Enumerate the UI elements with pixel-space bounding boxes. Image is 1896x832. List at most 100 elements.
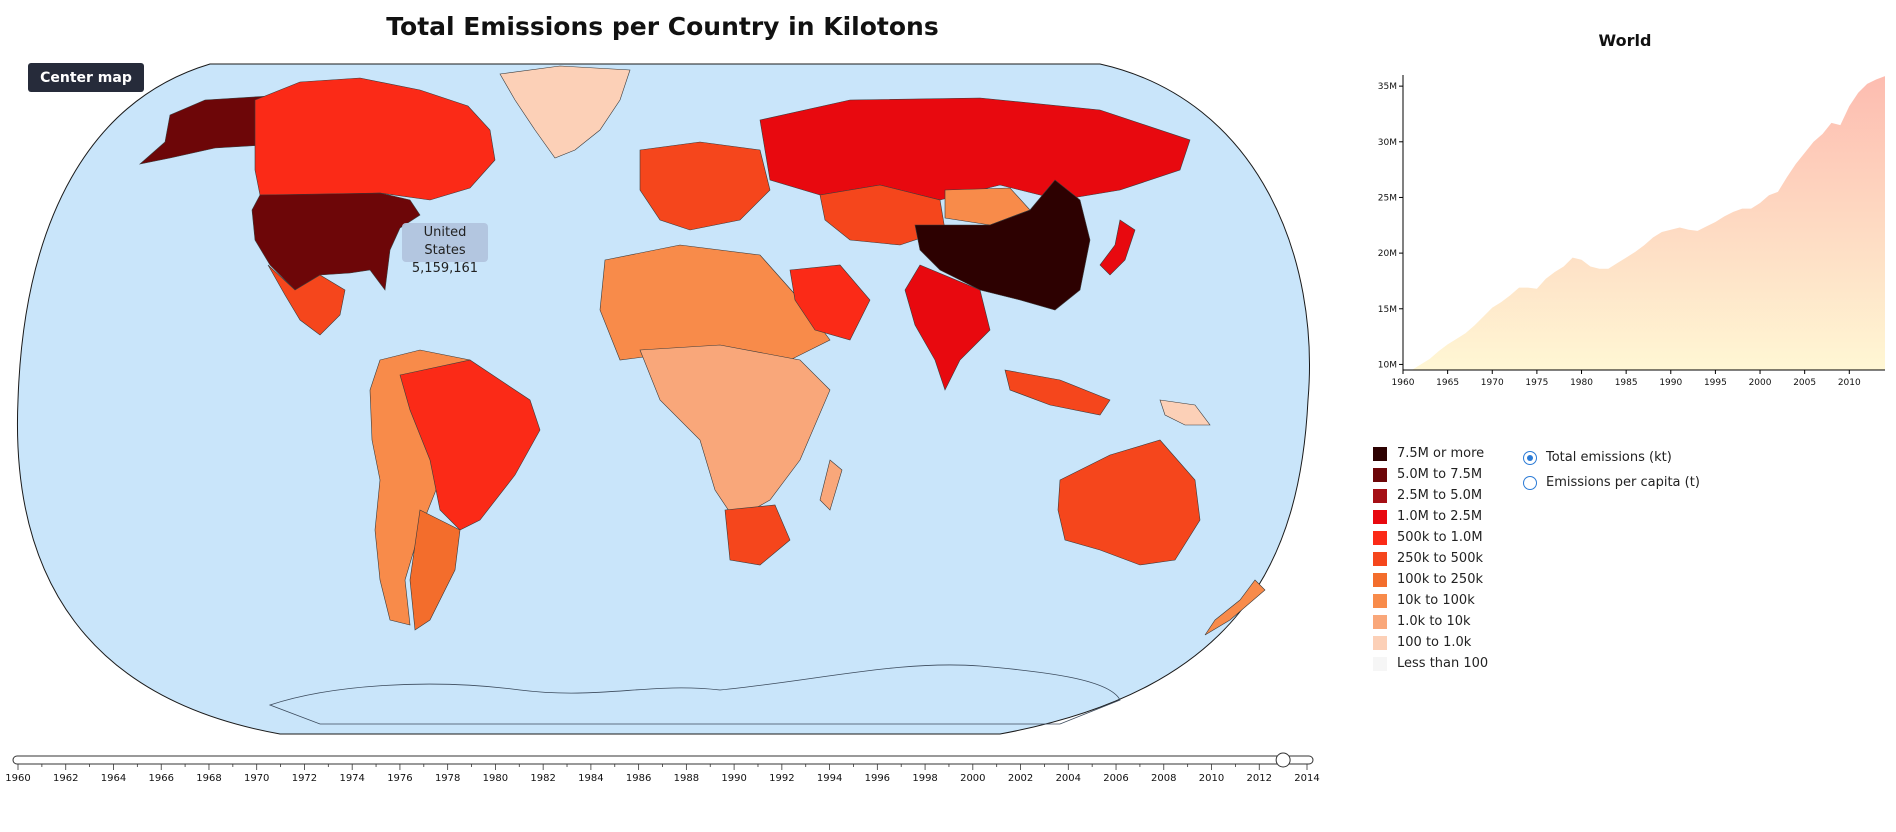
center-map-button[interactable]: Center map xyxy=(28,63,144,92)
country-china[interactable] xyxy=(914,179,1091,311)
legend-item: 500k to 1.0M xyxy=(1373,527,1488,548)
legend-item: 2.5M to 5.0M xyxy=(1373,485,1488,506)
slider-tick-label: 1966 xyxy=(148,773,173,784)
chart-y-tick-label: 25M xyxy=(1378,193,1397,203)
legend-label: 5.0M to 7.5M xyxy=(1397,467,1483,482)
chart-title: World xyxy=(1599,31,1652,50)
region-africa-north[interactable] xyxy=(599,244,831,361)
legend: 7.5M or more 5.0M to 7.5M 2.5M to 5.0M 1.0M… xyxy=(1373,443,1488,674)
radio-button-icon[interactable] xyxy=(1523,475,1537,490)
legend-label: 500k to 1.0M xyxy=(1397,530,1483,545)
slider-tick-label: 1984 xyxy=(578,773,603,784)
slider-tick-label: 1982 xyxy=(530,773,555,784)
legend-item: 100k to 250k xyxy=(1373,569,1488,590)
country-australia[interactable] xyxy=(1057,439,1201,566)
country-saudi-arabia[interactable] xyxy=(789,264,871,341)
tooltip-country: United States xyxy=(423,225,467,258)
chart-x-ticks: 1960 1965 1970 1975 1980 1985 1990 1995 2000 2005… xyxy=(1392,370,1861,388)
legend-item: 5.0M to 7.5M xyxy=(1373,464,1488,485)
legend-label: 1.0M to 2.5M xyxy=(1397,509,1483,524)
legend-label: 2.5M to 5.0M xyxy=(1397,488,1483,503)
country-south-africa[interactable] xyxy=(724,504,791,566)
country-madagascar[interactable] xyxy=(819,459,843,511)
slider-tick-label: 1988 xyxy=(674,773,699,784)
region-africa-central[interactable] xyxy=(639,344,831,521)
chart-x-tick-label: 2010 xyxy=(1838,378,1861,388)
legend-swatch xyxy=(1373,593,1387,608)
country-greenland[interactable] xyxy=(499,65,631,159)
legend-item: 10k to 100k xyxy=(1373,590,1488,611)
slider-tick-label: 2010 xyxy=(1199,773,1224,784)
slider-track[interactable] xyxy=(12,755,1314,765)
country-alaska[interactable] xyxy=(138,95,283,165)
legend-item: 100 to 1.0k xyxy=(1373,632,1488,653)
legend-label: 250k to 500k xyxy=(1397,551,1483,566)
country-papua-new-guinea[interactable] xyxy=(1159,399,1211,426)
slider-tick-label: 2002 xyxy=(1008,773,1033,784)
world-map[interactable] xyxy=(0,60,1325,740)
chart-y-ticks: 10M 15M 20M 25M 30M 35M xyxy=(1378,82,1403,370)
metric-radio-group[interactable]: Total emissions (kt) Emissions per capita… xyxy=(1523,445,1700,495)
legend-label: 7.5M or more xyxy=(1397,446,1485,461)
slider-tick-label: 1976 xyxy=(387,773,412,784)
chart-x-tick-label: 2005 xyxy=(1793,378,1816,388)
legend-item: 1.0M to 2.5M xyxy=(1373,506,1488,527)
radio-total-emissions[interactable]: Total emissions (kt) xyxy=(1523,445,1700,470)
legend-swatch xyxy=(1373,572,1387,587)
world-emissions-chart: World 10M 15M 20M 25M 30M 35M 1960 1965 1970 197… xyxy=(1378,31,1885,388)
country-brazil[interactable] xyxy=(399,359,541,531)
country-united-states[interactable] xyxy=(251,192,421,291)
chart-x-tick-label: 1975 xyxy=(1525,378,1548,388)
slider-tick-label: 1986 xyxy=(626,773,651,784)
slider-tick-label: 1994 xyxy=(817,773,842,784)
slider-tick-label: 1964 xyxy=(101,773,126,784)
chart-x-tick-label: 1965 xyxy=(1436,378,1459,388)
country-argentina[interactable] xyxy=(409,509,461,631)
tooltip-value: 5,159,161 xyxy=(411,261,479,276)
chart-y-tick-label: 30M xyxy=(1378,138,1397,148)
slider-tick-label: 1996 xyxy=(865,773,890,784)
slider-tick-label: 1980 xyxy=(483,773,508,784)
country-india[interactable] xyxy=(904,264,991,391)
year-slider[interactable]: 1960 1962 1964 1966 1968 1970 1972 1974 1976 1978… xyxy=(0,748,1325,788)
country-mexico[interactable] xyxy=(267,264,346,336)
chart-x-tick-label: 1990 xyxy=(1659,378,1682,388)
legend-swatch xyxy=(1373,488,1387,503)
chart-x-tick-label: 2000 xyxy=(1749,378,1772,388)
chart-x-tick-label: 1980 xyxy=(1570,378,1593,388)
slider-tick-label: 1992 xyxy=(769,773,794,784)
country-indonesia[interactable] xyxy=(1004,369,1111,416)
slider-tick-label: 1968 xyxy=(196,773,221,784)
slider-tick-label: 1990 xyxy=(721,773,746,784)
slider-tick-label: 1998 xyxy=(912,773,937,784)
legend-swatch xyxy=(1373,446,1387,461)
chart-x-tick-label: 1985 xyxy=(1615,378,1638,388)
slider-handle[interactable] xyxy=(1275,752,1291,768)
chart-x-tick-label: 1970 xyxy=(1481,378,1504,388)
world-area-series xyxy=(1403,76,1885,371)
page-title: Total Emissions per Country in Kilotons xyxy=(386,12,939,41)
legend-item: 1.0k to 10k xyxy=(1373,611,1488,632)
radio-label[interactable]: Total emissions (kt) xyxy=(1546,450,1672,465)
chart-y-tick-label: 15M xyxy=(1378,305,1397,315)
legend-swatch xyxy=(1373,614,1387,629)
legend-label: 1.0k to 10k xyxy=(1397,614,1471,629)
slider-ticks: 1960 1962 1964 1966 1968 1970 1972 1974 1976 1978… xyxy=(5,764,1320,784)
legend-swatch xyxy=(1373,467,1387,482)
legend-label: 10k to 100k xyxy=(1397,593,1475,608)
legend-label: Less than 100 xyxy=(1397,656,1489,671)
radio-emissions-per-capita[interactable]: Emissions per capita (t) xyxy=(1523,470,1700,495)
legend-swatch xyxy=(1373,551,1387,566)
legend-swatch xyxy=(1373,656,1387,671)
legend-swatch xyxy=(1373,635,1387,650)
region-western-europe[interactable] xyxy=(639,141,771,231)
country-new-zealand[interactable] xyxy=(1204,579,1266,636)
antarctica-outline xyxy=(268,664,1121,725)
slider-tick-label: 1970 xyxy=(244,773,269,784)
legend-label: 100 to 1.0k xyxy=(1397,635,1472,650)
slider-tick-label: 1978 xyxy=(435,773,460,784)
radio-button-icon[interactable] xyxy=(1523,450,1537,465)
radio-label[interactable]: Emissions per capita (t) xyxy=(1546,475,1700,490)
country-japan[interactable] xyxy=(1099,219,1136,276)
slider-tick-label: 1972 xyxy=(292,773,317,784)
